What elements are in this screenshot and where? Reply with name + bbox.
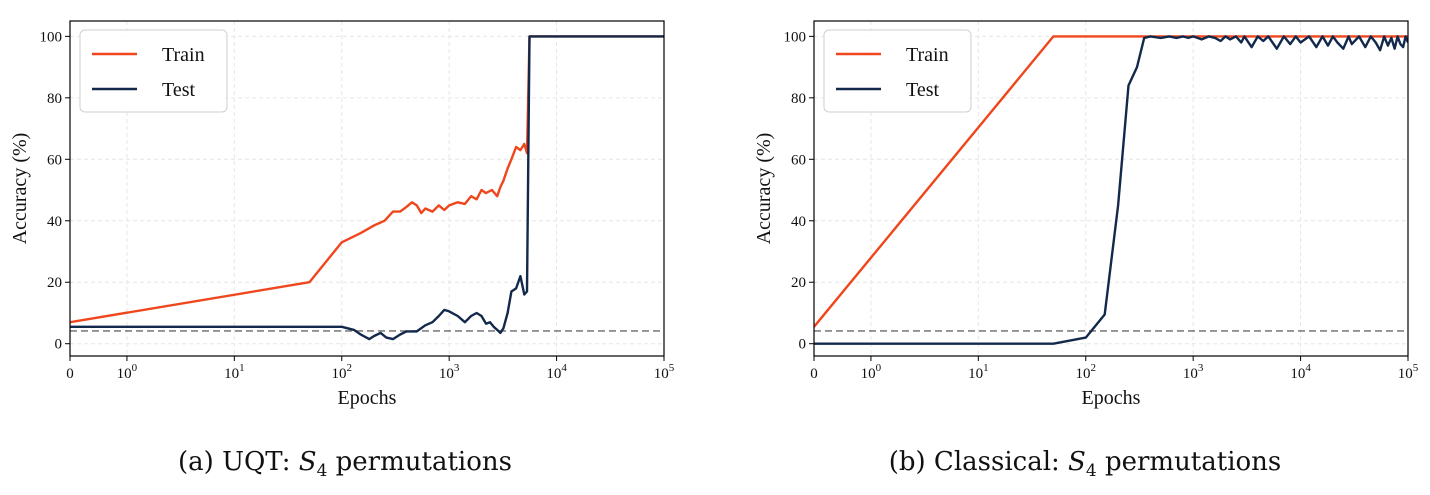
- legend: Train Test: [79, 29, 228, 113]
- x-axis-label: Epochs: [338, 387, 397, 409]
- legend-label-test: Test: [906, 79, 939, 101]
- y-tick-label: 40: [47, 214, 62, 230]
- y-tick-label: 0: [55, 337, 63, 353]
- x-tick-label: 103: [1183, 362, 1204, 382]
- y-axis-label: Accuracy (%): [9, 133, 31, 245]
- caption-subscript: 4: [1086, 461, 1097, 481]
- y-tick-label: 80: [791, 91, 806, 107]
- plot-frame: [69, 20, 665, 357]
- x-tick-label: 105: [654, 362, 675, 382]
- x-tick-base: 10: [117, 366, 132, 382]
- x-tick-exponent: 3: [1198, 362, 1204, 374]
- x-tick-text: 0: [66, 366, 74, 382]
- x-tick-label: 105: [1398, 362, 1419, 382]
- x-tick-label: 101: [968, 362, 989, 382]
- series-line-test: [814, 35, 1408, 345]
- y-tick-label: 20: [791, 275, 806, 291]
- y-tick-label: 80: [47, 91, 62, 107]
- y-tick-label: 100: [40, 29, 63, 45]
- x-tick-exponent: 3: [454, 362, 460, 374]
- y-tick-label: 0: [799, 337, 807, 353]
- legend-label-train: Train: [906, 44, 949, 66]
- x-tick-base: 10: [332, 366, 347, 382]
- series-line-test: [70, 35, 664, 341]
- x-tick-base: 10: [654, 366, 669, 382]
- caption-symbol: S: [1068, 447, 1086, 477]
- x-tick-label: 100: [117, 362, 138, 382]
- x-tick-exponent: 0: [132, 362, 138, 374]
- x-tick-exponent: 2: [1091, 362, 1097, 374]
- x-tick-base: 10: [1183, 366, 1198, 382]
- caption-suffix: permutations: [327, 447, 512, 477]
- x-tick-label: 101: [224, 362, 245, 382]
- series-line-train: [814, 35, 1408, 328]
- x-tick-label: 104: [546, 362, 567, 382]
- x-tick-label: 102: [332, 362, 353, 382]
- caption-symbol: S: [299, 447, 317, 477]
- legend-label-test: Test: [162, 79, 195, 101]
- x-tick-label: 103: [439, 362, 460, 382]
- x-tick-base: 10: [1290, 366, 1305, 382]
- plot-frame: [813, 20, 1409, 357]
- x-tick-base: 10: [546, 366, 561, 382]
- x-tick-base: 10: [439, 366, 454, 382]
- x-tick-exponent: 1: [239, 362, 245, 374]
- x-tick-base: 10: [224, 366, 239, 382]
- y-tick-label: 20: [47, 275, 62, 291]
- series-line-train: [70, 35, 664, 324]
- panel-a: 0 100 101 102 103 104 105020406080100EpochsAcc…: [9, 20, 675, 481]
- x-tick-label: 100: [861, 362, 882, 382]
- caption-prefix: (a) UQT:: [178, 447, 299, 477]
- x-tick-exponent: 4: [1305, 362, 1311, 374]
- x-tick-exponent: 2: [347, 362, 353, 374]
- y-tick-label: 100: [784, 29, 807, 45]
- legend-box: [823, 29, 972, 113]
- plot-area: [70, 35, 664, 341]
- x-tick-exponent: 5: [669, 362, 675, 374]
- x-tick-label: 102: [1076, 362, 1097, 382]
- x-tick-exponent: 5: [1413, 362, 1419, 374]
- caption-suffix: permutations: [1097, 447, 1282, 477]
- x-tick-label: 104: [1290, 362, 1311, 382]
- x-tick-label: 0: [66, 366, 74, 382]
- y-tick-label: 60: [47, 152, 62, 168]
- plot-area: [814, 35, 1408, 345]
- x-tick-base: 10: [1398, 366, 1413, 382]
- panel-b: 0 100 101 102 103 104 105020406080100EpochsAcc…: [753, 20, 1419, 481]
- caption-prefix: (b) Classical:: [889, 447, 1068, 477]
- y-axis-label: Accuracy (%): [753, 133, 775, 245]
- legend: Train Test: [823, 29, 972, 113]
- x-tick-base: 10: [861, 366, 876, 382]
- y-tick-label: 40: [791, 214, 806, 230]
- x-tick-base: 10: [1076, 366, 1091, 382]
- legend-box: [79, 29, 228, 113]
- y-tick-label: 60: [791, 152, 806, 168]
- x-tick-exponent: 1: [983, 362, 989, 374]
- figure-caption: (a) UQT: S4 permutations: [178, 447, 512, 481]
- legend-label-train: Train: [162, 44, 205, 66]
- figure-caption: (b) Classical: S4 permutations: [889, 447, 1282, 481]
- x-tick-exponent: 4: [561, 362, 567, 374]
- caption-subscript: 4: [317, 461, 328, 481]
- x-tick-label: 0: [810, 366, 818, 382]
- x-tick-text: 0: [810, 366, 818, 382]
- x-axis-label: Epochs: [1082, 387, 1141, 409]
- x-tick-base: 10: [968, 366, 983, 382]
- x-tick-exponent: 0: [876, 362, 882, 374]
